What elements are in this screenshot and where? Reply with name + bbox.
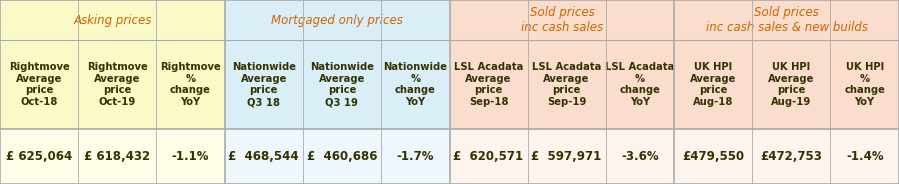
Text: £472,753: £472,753 <box>761 150 823 163</box>
Text: £  468,544: £ 468,544 <box>228 150 299 163</box>
Bar <box>225 129 450 184</box>
Text: LSL Acadata
Average
price
Sep-19: LSL Acadata Average price Sep-19 <box>532 62 601 107</box>
Bar <box>674 129 899 184</box>
Text: £ 625,064: £ 625,064 <box>6 150 72 163</box>
Text: Rightmove
Average
price
Oct-18: Rightmove Average price Oct-18 <box>9 62 69 107</box>
Bar <box>674 40 899 129</box>
Text: £  597,971: £ 597,971 <box>531 150 601 163</box>
Text: -1.4%: -1.4% <box>846 150 884 163</box>
Bar <box>0 0 225 40</box>
Bar <box>450 129 674 184</box>
Text: Asking prices: Asking prices <box>73 14 152 27</box>
Text: Rightmove
%
change
YoY: Rightmove % change YoY <box>160 62 221 107</box>
Text: LSL Acadata
Average
price
Sep-18: LSL Acadata Average price Sep-18 <box>454 62 523 107</box>
Bar <box>674 0 899 40</box>
Text: -3.6%: -3.6% <box>621 150 659 163</box>
Text: UK HPI
Average
price
Aug-19: UK HPI Average price Aug-19 <box>768 62 814 107</box>
Text: -1.7%: -1.7% <box>396 150 434 163</box>
Text: £  620,571: £ 620,571 <box>453 150 523 163</box>
Text: £479,550: £479,550 <box>682 150 744 163</box>
Text: UK HPI
Average
price
Aug-18: UK HPI Average price Aug-18 <box>690 62 736 107</box>
Bar <box>225 0 450 40</box>
Text: Nationwide
%
change
YoY: Nationwide % change YoY <box>383 62 447 107</box>
Text: Mortgaged only prices: Mortgaged only prices <box>271 14 403 27</box>
Text: £  460,686: £ 460,686 <box>307 150 377 163</box>
Bar <box>0 40 225 129</box>
Text: UK HPI
%
change
YoY: UK HPI % change YoY <box>844 62 886 107</box>
Text: Sold prices
inc cash sales: Sold prices inc cash sales <box>521 6 603 34</box>
Bar <box>0 129 225 184</box>
Bar <box>450 40 674 129</box>
Bar <box>450 0 674 40</box>
Text: Nationwide
Average
price
Q3 19: Nationwide Average price Q3 19 <box>310 62 374 107</box>
Text: £ 618,432: £ 618,432 <box>84 150 150 163</box>
Text: LSL Acadata
%
change
YoY: LSL Acadata % change YoY <box>605 62 674 107</box>
Bar <box>225 40 450 129</box>
Text: Sold prices
inc cash sales & new builds: Sold prices inc cash sales & new builds <box>706 6 868 34</box>
Text: Rightmove
Average
price
Oct-19: Rightmove Average price Oct-19 <box>86 62 147 107</box>
Text: -1.1%: -1.1% <box>172 150 209 163</box>
Text: Nationwide
Average
price
Q3 18: Nationwide Average price Q3 18 <box>232 62 296 107</box>
